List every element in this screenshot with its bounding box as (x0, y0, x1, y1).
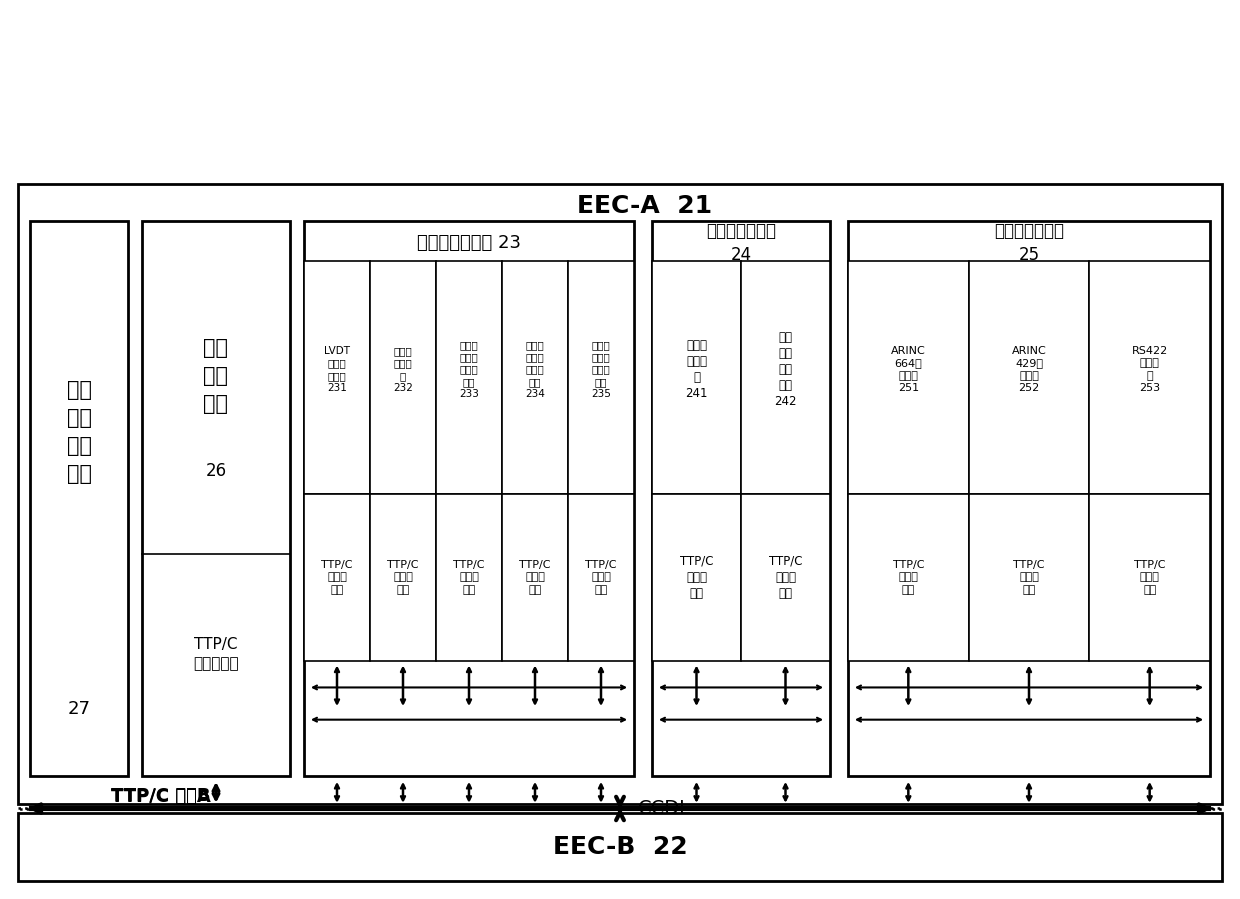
Bar (652, 494, 742, 661)
Bar (436, 261, 502, 494)
Text: 计算
与控
制板: 计算 与控 制板 (203, 338, 228, 414)
Text: 信号输出处理板
24: 信号输出处理板 24 (706, 222, 776, 263)
Bar (848, 494, 968, 661)
Text: 27: 27 (67, 700, 91, 718)
Text: TTP/C
总线控
制器: TTP/C 总线控 制器 (680, 555, 713, 600)
Bar (652, 261, 742, 494)
Text: TTP/C
总线控
制器: TTP/C 总线控 制器 (585, 560, 616, 595)
Text: 驱动
信号
输出
模块
242: 驱动 信号 输出 模块 242 (774, 331, 797, 408)
Text: EEC-B  22: EEC-B 22 (553, 835, 687, 859)
Text: 频率传
感器信
号处理
模块
234: 频率传 感器信 号处理 模块 234 (525, 340, 544, 399)
Bar (30, 221, 128, 776)
Text: TTP/C
总线控
制器: TTP/C 总线控 制器 (387, 560, 419, 595)
Text: TTP/C
总线控
制器: TTP/C 总线控 制器 (1133, 560, 1166, 595)
Text: TTP/C
总线控制器: TTP/C 总线控制器 (193, 636, 239, 672)
Text: 压力传
感器信
号处理
模块
233: 压力传 感器信 号处理 模块 233 (459, 340, 479, 399)
Text: EEC-A  21: EEC-A 21 (577, 194, 712, 218)
Bar (19, 813, 1221, 881)
Bar (143, 221, 290, 776)
Bar (568, 494, 634, 661)
Text: TTP/C 总线A: TTP/C 总线A (112, 788, 211, 806)
Text: TTP/C
总线控
制器: TTP/C 总线控 制器 (1013, 560, 1045, 595)
Bar (304, 221, 634, 776)
Bar (304, 261, 370, 494)
Bar (742, 494, 830, 661)
Bar (1089, 494, 1210, 661)
Bar (742, 261, 830, 494)
Text: TTP/C
总线控
制器: TTP/C 总线控 制器 (520, 560, 551, 595)
Bar (568, 261, 634, 494)
Bar (848, 261, 968, 494)
Text: RS422
通讯模
块
253: RS422 通讯模 块 253 (1132, 346, 1168, 393)
Bar (19, 184, 1221, 804)
Bar (848, 221, 1210, 776)
Bar (652, 221, 830, 776)
Bar (304, 494, 370, 661)
Text: 温度传
感器信
号处理
模块
235: 温度传 感器信 号处理 模块 235 (591, 340, 611, 399)
Text: TTP/C 总线B: TTP/C 总线B (112, 788, 211, 806)
Bar (1089, 261, 1210, 494)
Text: 开关量
输入模
块
232: 开关量 输入模 块 232 (393, 346, 413, 393)
Text: CCDL: CCDL (639, 799, 691, 818)
Text: 信号输入处理板 23: 信号输入处理板 23 (417, 234, 521, 252)
Bar (370, 261, 436, 494)
Text: 外部通讯处理板
25: 外部通讯处理板 25 (994, 222, 1064, 263)
Text: 26: 26 (206, 462, 227, 480)
Bar (370, 494, 436, 661)
Text: TTP/C
总线控
制器: TTP/C 总线控 制器 (321, 560, 352, 595)
Text: ARINC
664通
讯模块
251: ARINC 664通 讯模块 251 (892, 346, 926, 393)
Bar (436, 494, 502, 661)
Bar (19, 808, 1221, 809)
Text: LVDT
信号处
理模块
231: LVDT 信号处 理模块 231 (324, 346, 350, 393)
Text: 电源
处理
与转
换板: 电源 处理 与转 换板 (67, 380, 92, 484)
Text: TTP/C
总线控
制器: TTP/C 总线控 制器 (769, 555, 802, 600)
Text: ARINC
429通
讯模块
252: ARINC 429通 讯模块 252 (1012, 346, 1047, 393)
Text: TTP/C
总线控
制器: TTP/C 总线控 制器 (454, 560, 485, 595)
Bar (968, 494, 1089, 661)
Bar (968, 261, 1089, 494)
Text: TTP/C
总线控
制器: TTP/C 总线控 制器 (893, 560, 924, 595)
Bar (502, 261, 568, 494)
Bar (502, 494, 568, 661)
Text: 开关量
输出模
块
241: 开关量 输出模 块 241 (686, 339, 708, 400)
